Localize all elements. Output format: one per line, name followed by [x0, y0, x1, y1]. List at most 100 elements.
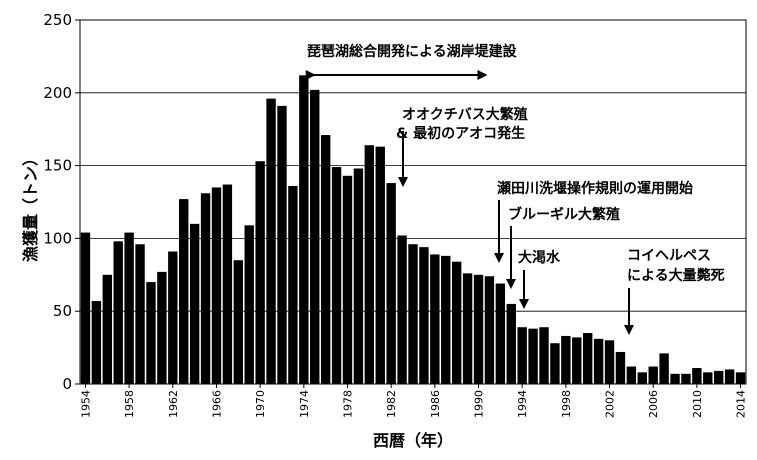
bars	[80, 75, 746, 385]
bar-1961	[157, 271, 167, 384]
annotation-4: ブルーギル大繁殖	[506, 206, 620, 289]
annotation-label: 瀬田川洗堰操作規則の運用開始	[497, 180, 693, 197]
bar-1967	[222, 184, 233, 384]
bar-1985	[419, 247, 429, 384]
bar-2002	[604, 340, 615, 384]
bar-1989	[462, 273, 473, 384]
bar-1955	[91, 301, 102, 384]
bar-2014	[735, 372, 746, 384]
bar-1981	[375, 146, 385, 384]
bar-1963	[179, 199, 189, 384]
bar-2000	[582, 333, 593, 384]
bar-2012	[714, 370, 724, 384]
bar-2013	[724, 369, 735, 384]
x-tick-label: 1954	[79, 390, 92, 418]
bar-2005	[637, 372, 647, 384]
bar-1995	[528, 328, 538, 384]
annotation-label: オオクチバス大繁殖	[402, 106, 528, 123]
bar-1990	[473, 274, 484, 384]
bar-1960	[146, 282, 156, 384]
x-tick-label: 1970	[254, 390, 267, 418]
x-tick-label: 1986	[429, 390, 442, 418]
annotation-2: オオクチバス大繁殖 & 最初のアオコ発生	[396, 106, 528, 187]
bar-1966	[211, 187, 222, 384]
plot-frame	[79, 19, 747, 385]
y-tick-label: 0	[62, 375, 72, 393]
bar-2011	[703, 372, 713, 384]
x-axis-ticks: 1954 1958 1962 1966 1970 1974 1978 1982 1986 1990…	[79, 384, 748, 418]
bar-1999	[572, 337, 582, 384]
x-tick-label: 1962	[167, 390, 180, 418]
y-axis-ticks: 0 50 100 150 200 250	[43, 11, 80, 393]
bar-1977	[331, 167, 342, 384]
bar-2001	[593, 338, 604, 384]
bar-2004	[626, 366, 637, 384]
x-tick-label: 2014	[735, 390, 748, 418]
x-tick-label: 2010	[691, 390, 704, 418]
y-tick-label: 50	[53, 302, 72, 320]
bar-1970	[255, 161, 265, 384]
bar-1993	[506, 303, 516, 384]
bar-2003	[615, 351, 626, 384]
bar-1998	[561, 335, 571, 384]
bar-1956	[102, 274, 112, 384]
y-tick-label: 150	[43, 157, 72, 175]
bar-1962	[168, 251, 178, 384]
bar-1974	[299, 75, 309, 384]
annotation-label: 琵琶湖総合開発による湖岸堤建設	[307, 43, 518, 60]
annotation-label: コイヘルペス	[627, 248, 711, 264]
bar-1983	[397, 235, 407, 384]
bar-1987	[441, 255, 451, 384]
y-tick-label: 250	[43, 11, 72, 29]
annotation-5: 大渇水	[518, 249, 561, 309]
bar-1996	[539, 327, 549, 384]
annotation-label: による大量斃死	[627, 267, 725, 284]
annotation-3: 瀬田川洗堰操作規則の運用開始	[494, 180, 693, 263]
annotation-label: & 最初のアオコ発生	[396, 125, 525, 142]
bar-1958	[124, 232, 134, 384]
bar-1986	[430, 254, 440, 384]
bar-1954	[80, 232, 91, 384]
x-tick-label: 1978	[341, 390, 354, 418]
bar-1988	[451, 261, 462, 384]
bar-2008	[670, 373, 680, 384]
x-tick-label: 1998	[560, 390, 573, 418]
bar-2010	[692, 367, 702, 384]
x-tick-label: 1974	[298, 390, 311, 418]
x-tick-label: 1966	[210, 390, 223, 418]
y-tick-label: 100	[43, 229, 72, 247]
bar-1965	[200, 193, 211, 384]
bar-1973	[288, 185, 298, 384]
y-tick-label: 200	[43, 84, 72, 102]
bar-2007	[659, 353, 669, 384]
bar-2006	[648, 366, 658, 384]
bar-2009	[681, 373, 691, 384]
bar-1976	[320, 135, 331, 384]
annotation-1: 琵琶湖総合開発による湖岸堤建設	[305, 43, 518, 80]
bar-1964	[189, 223, 200, 384]
bar-1971	[266, 98, 276, 385]
bar-1980	[364, 145, 375, 384]
bar-1969	[244, 225, 254, 384]
bar-1957	[113, 241, 123, 384]
bar-1978	[342, 175, 353, 384]
annotation-label: 大渇水	[518, 249, 561, 266]
x-tick-label: 1958	[123, 390, 136, 418]
bar-1979	[353, 168, 364, 384]
bar-1997	[550, 343, 560, 384]
bar-1975	[310, 89, 320, 384]
bar-1994	[517, 327, 527, 384]
y-axis-title: 漁獲量（トン）	[21, 150, 40, 262]
x-tick-label: 2006	[647, 390, 660, 418]
x-axis-title: 西暦（年）	[373, 431, 453, 450]
x-tick-label: 1994	[516, 390, 529, 418]
bar-1982	[386, 183, 396, 384]
bar-1959	[135, 244, 145, 384]
x-tick-label: 2002	[604, 390, 617, 418]
bar-1972	[277, 105, 287, 385]
bar-1968	[233, 260, 244, 384]
bar-1992	[495, 283, 506, 384]
